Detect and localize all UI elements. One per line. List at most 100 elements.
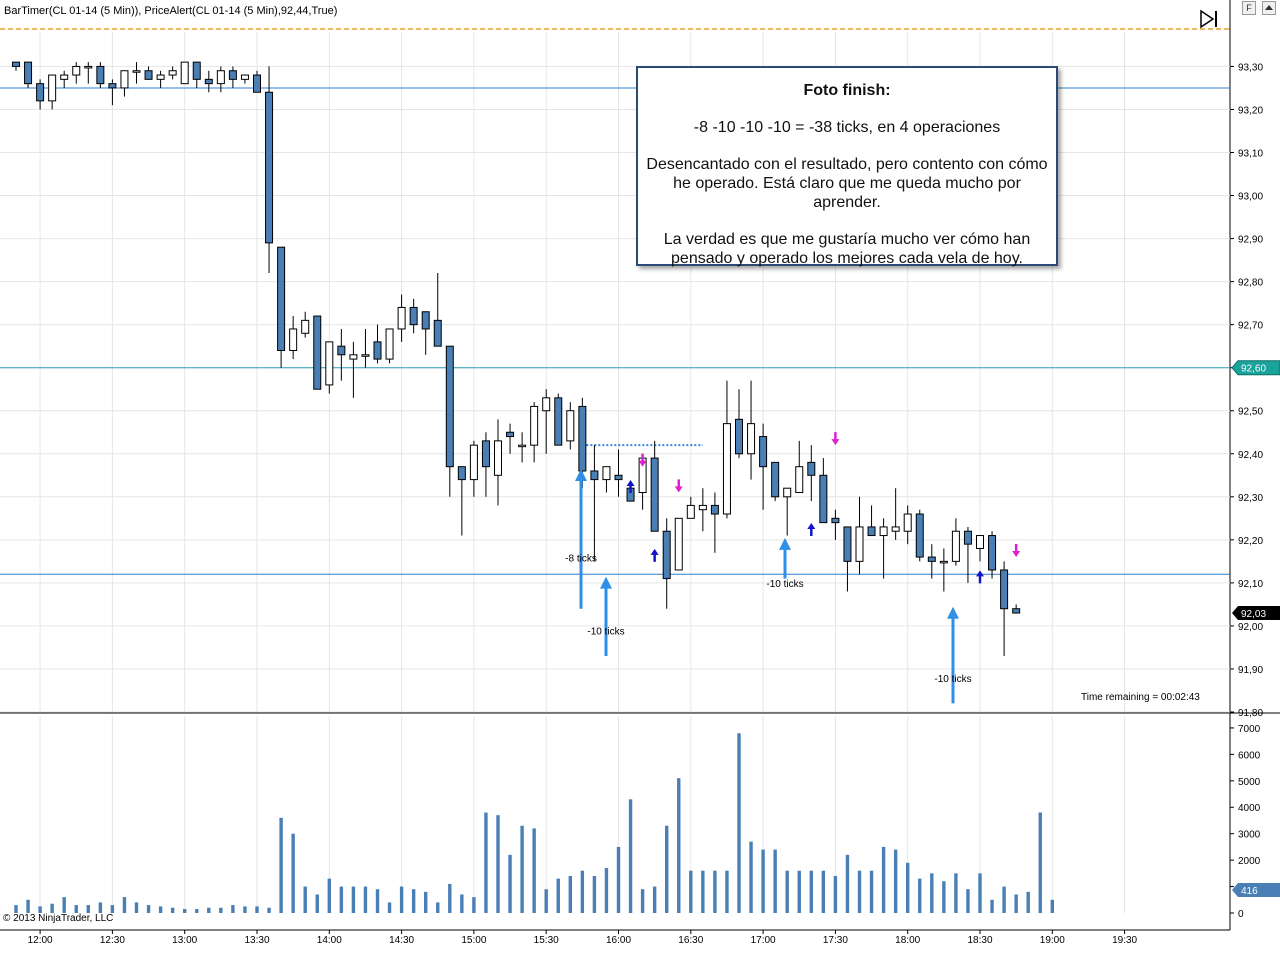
play-icon[interactable] <box>1198 8 1220 30</box>
candle-body <box>84 65 93 69</box>
candle <box>313 315 322 390</box>
entry-arrow-head <box>626 479 635 486</box>
candle <box>686 496 695 519</box>
candle-body <box>843 526 852 562</box>
candle-body <box>759 436 768 468</box>
entry-arrow-head <box>976 570 984 577</box>
candle <box>722 380 731 519</box>
candle <box>951 518 960 566</box>
volume-bar <box>1038 812 1042 913</box>
note-paragraph-2: La verdad es que me gustaría mucho ver c… <box>663 231 1031 267</box>
volume-bar <box>26 899 30 913</box>
exit-arrow-head <box>1012 550 1021 557</box>
candle <box>650 440 659 532</box>
candle <box>192 61 201 88</box>
volume-tick-label: 5000 <box>1238 777 1261 788</box>
candle <box>144 66 153 80</box>
time-remaining: Time remaining = 00:02:43 <box>1081 692 1200 703</box>
candle <box>710 492 719 553</box>
candle-body <box>481 440 490 468</box>
candle <box>939 548 948 592</box>
candle <box>518 432 527 463</box>
candle <box>879 518 888 579</box>
copyright: © 2013 NinjaTrader, LLC <box>3 913 114 924</box>
volume-bar <box>556 878 560 913</box>
volume-bar <box>1050 899 1054 913</box>
time-tick-label: 14:30 <box>389 935 414 946</box>
time-tick-label: 15:00 <box>461 935 486 946</box>
scroll-up-icon[interactable] <box>1262 1 1276 15</box>
candle <box>216 66 225 93</box>
price-tick-label: 93,30 <box>1238 62 1263 73</box>
candle-body <box>216 70 225 85</box>
candle-body <box>951 530 960 562</box>
time-tick-label: 18:30 <box>967 935 992 946</box>
candle <box>506 423 515 454</box>
candle-body <box>614 474 623 481</box>
volume-bar <box>14 905 18 913</box>
price-tick-label: 92,20 <box>1238 536 1263 547</box>
time-tick-label: 19:00 <box>1040 935 1065 946</box>
candle-body <box>686 504 695 519</box>
candle-body <box>735 418 743 455</box>
candle <box>855 496 864 575</box>
price-tick-label: 92,90 <box>1238 235 1263 246</box>
candle <box>662 518 671 609</box>
candle-body <box>433 319 442 347</box>
candle-body <box>337 345 346 356</box>
candle <box>265 66 274 274</box>
candle <box>554 393 563 446</box>
f-button[interactable]: F <box>1242 1 1256 15</box>
volume-bar <box>640 889 645 913</box>
volume-bar <box>351 886 356 913</box>
time-tick-label: 19:30 <box>1112 935 1137 946</box>
volume-bar <box>291 833 295 913</box>
time-tick-label: 16:00 <box>606 935 631 946</box>
candle-body <box>1000 569 1009 610</box>
volume-bar <box>387 902 392 913</box>
candle-body <box>72 65 81 76</box>
candle-body <box>409 306 418 326</box>
volume-bar <box>616 846 621 913</box>
candle-body <box>590 470 599 481</box>
volume-bar <box>508 854 512 913</box>
trade-3: -10 ticks <box>766 432 840 590</box>
time-tick-label: 16:30 <box>678 935 703 946</box>
candle <box>60 70 69 88</box>
volume-bar <box>448 883 452 913</box>
candle <box>48 74 57 110</box>
volume-bar <box>628 799 633 913</box>
candle-body <box>397 306 406 330</box>
time-tick-label: 12:30 <box>100 935 125 946</box>
candle <box>301 311 310 338</box>
candle-body <box>831 517 840 524</box>
candle <box>289 316 298 360</box>
candle-body <box>722 423 731 515</box>
annotation-arrow-head <box>947 606 959 619</box>
volume-bar <box>38 906 42 913</box>
volume-bar <box>604 868 609 913</box>
candle <box>481 432 490 497</box>
candle <box>771 461 780 502</box>
candle-body <box>228 70 237 80</box>
volume-bar <box>809 870 813 913</box>
volume-bar <box>484 812 488 913</box>
candle-body <box>457 466 466 481</box>
candle <box>1012 604 1021 614</box>
volume-bar <box>930 873 934 913</box>
price-tick-label: 92,40 <box>1238 450 1263 461</box>
candle <box>349 341 358 398</box>
volume-bar <box>50 903 54 913</box>
candle <box>469 440 478 497</box>
volume-tick-label: 7000 <box>1238 724 1261 735</box>
candle-body <box>494 440 502 476</box>
volume-bar <box>954 873 958 913</box>
candle <box>132 62 141 84</box>
volume-bar <box>1026 891 1030 913</box>
candle-body <box>819 474 828 524</box>
price-tick-label: 93,10 <box>1238 149 1263 160</box>
volume-bar <box>146 905 151 913</box>
volume-bar <box>592 875 597 913</box>
time-tick-label: 15:30 <box>534 935 559 946</box>
candle <box>204 70 213 93</box>
